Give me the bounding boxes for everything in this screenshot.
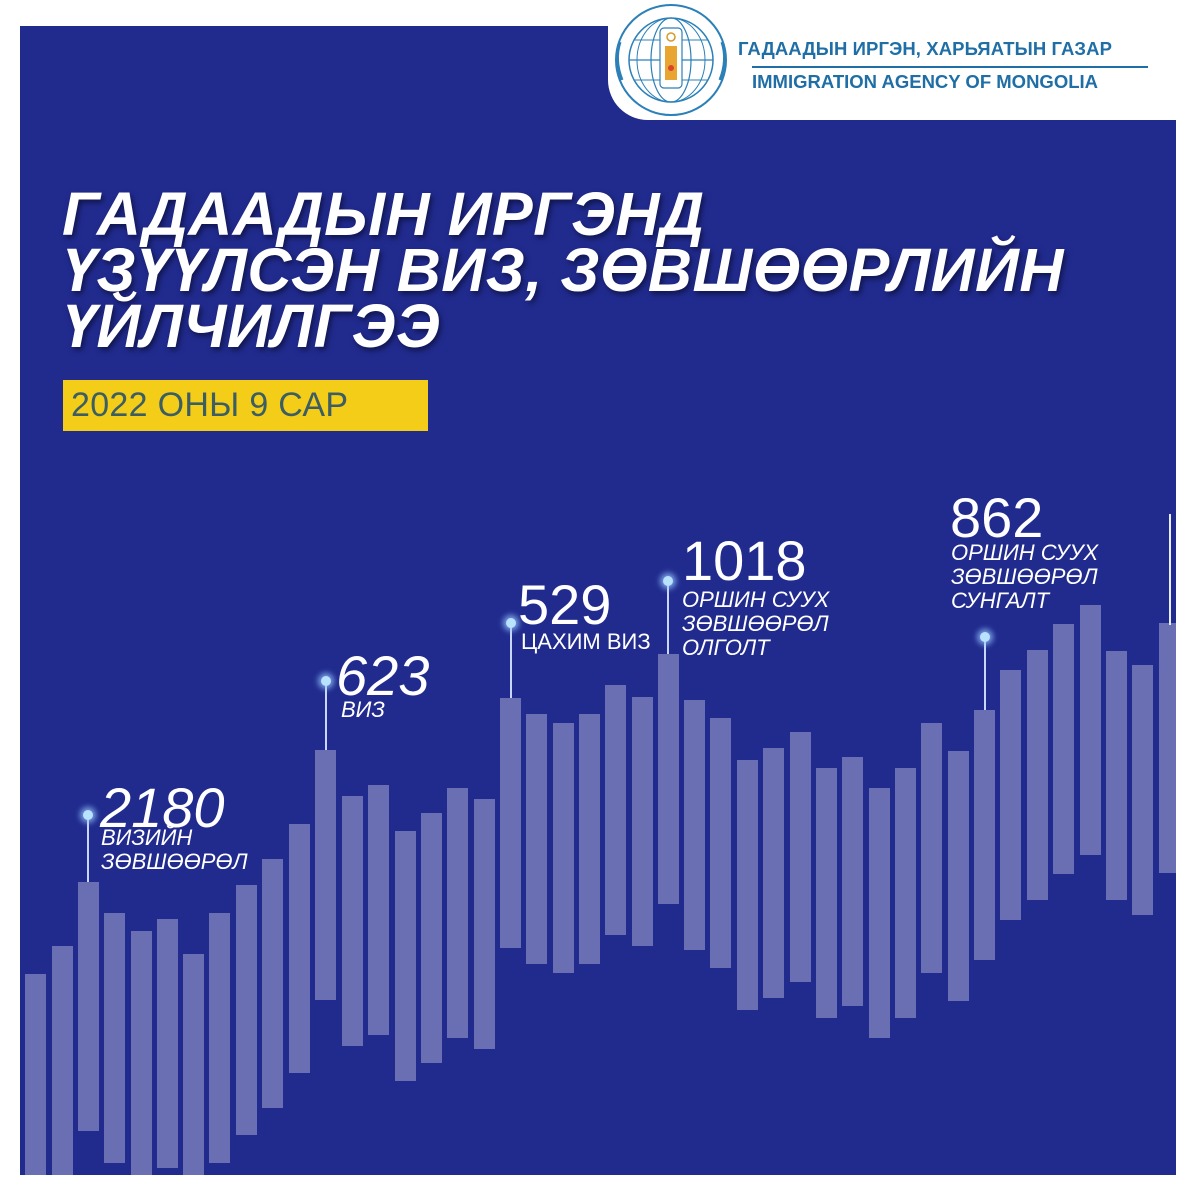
annotation-label: ОРШИН СУУХ ЗӨВШӨӨРӨЛ СУНГАЛТ [951, 540, 1099, 613]
chart-bar [315, 750, 336, 1000]
chart-bar [1000, 670, 1021, 920]
chart-bar [104, 913, 125, 1163]
chart-bar [236, 885, 257, 1135]
chart-bar [474, 799, 495, 1049]
chart-bar [1053, 624, 1074, 874]
annotation-value: 862 [950, 486, 1044, 549]
chart-bar [1106, 651, 1127, 900]
chart-bar [25, 974, 46, 1175]
immigration-agency-emblem-icon [615, 4, 727, 116]
title-line-1: ГАДААДЫН ИРГЭНД [62, 180, 705, 248]
chart-bar [157, 919, 178, 1168]
glow-dot-icon [980, 632, 990, 642]
chart-bar [948, 751, 969, 1001]
agency-divider [752, 66, 1148, 68]
chart-bar [1080, 605, 1101, 855]
annotation-value: 2180 [100, 776, 225, 839]
chart-bar [974, 710, 995, 960]
annotation-label: ОРШИН СУУХ ЗӨВШӨӨРӨЛ ОЛГОЛТ [682, 587, 830, 660]
chart-bar [869, 788, 890, 1038]
chart-bar [737, 760, 758, 1010]
chart-bar [921, 723, 942, 973]
chart-bar [289, 824, 310, 1073]
chart-bar [553, 723, 574, 973]
annotation-label: ВИЗИЙН ЗӨВШӨӨРӨЛ [101, 825, 248, 874]
chart-bar [658, 654, 679, 904]
title-line-3: ҮЙЛЧИЛГЭЭ [62, 292, 441, 360]
glow-dot-icon [663, 576, 673, 586]
annotation-label: ВИЗ [341, 697, 385, 722]
chart-bar [1027, 650, 1048, 900]
chart-bar [368, 785, 389, 1035]
chart-bar [526, 714, 547, 964]
chart-bar [1159, 623, 1176, 873]
annotation-value: 623 [336, 644, 430, 707]
annotation-stem [510, 623, 512, 698]
annotation-stem [984, 637, 986, 710]
chart-bar [131, 931, 152, 1175]
chart-bar [1132, 665, 1153, 915]
chart-bar [262, 859, 283, 1108]
chart-bar [790, 732, 811, 982]
chart-bar [500, 698, 521, 948]
chart-bar [895, 768, 916, 1018]
annotation-value: 1018 [682, 529, 807, 592]
glow-dot-icon [506, 618, 516, 628]
annotation-stem [87, 815, 89, 882]
chart-bar [395, 831, 416, 1081]
chart-bar [209, 913, 230, 1163]
chart-bar [763, 748, 784, 998]
page-title: ГАДААДЫН ИРГЭНД ҮЗҮҮЛСЭН ВИЗ, ЗӨВШӨӨРЛИЙ… [62, 180, 1064, 360]
period-badge: 2022 ОНЫ 9 САР [63, 380, 428, 431]
chart-bar [78, 882, 99, 1131]
annotation-stem [667, 581, 669, 654]
agency-name-en: IMMIGRATION AGENCY OF MONGOLIA [752, 71, 1099, 92]
title-line-2: ҮЗҮҮЛСЭН ВИЗ, ЗӨВШӨӨРЛИЙН [62, 236, 1064, 304]
chart-bar [579, 714, 600, 964]
annotation-stem [325, 681, 327, 750]
chart-bar [816, 768, 837, 1018]
edge-marker-line [1169, 514, 1171, 625]
glow-dot-icon [321, 676, 331, 686]
annotation-label: ЦАХИМ ВИЗ [521, 629, 651, 654]
chart-bar [842, 757, 863, 1006]
chart-bar [684, 700, 705, 950]
glow-dot-icon [83, 810, 93, 820]
chart-bar [632, 697, 653, 946]
chart-bar [710, 718, 731, 968]
agency-name-mn: ГАДААДЫН ИРГЭН, ХАРЬЯАТЫН ГАЗАР [738, 38, 1113, 59]
chart-bar [421, 813, 442, 1063]
chart-bar [183, 954, 204, 1175]
annotation-value: 529 [518, 573, 612, 636]
chart-bar [447, 788, 468, 1038]
chart-bar [342, 796, 363, 1046]
chart-bar [605, 685, 626, 935]
chart-bar [52, 946, 73, 1175]
